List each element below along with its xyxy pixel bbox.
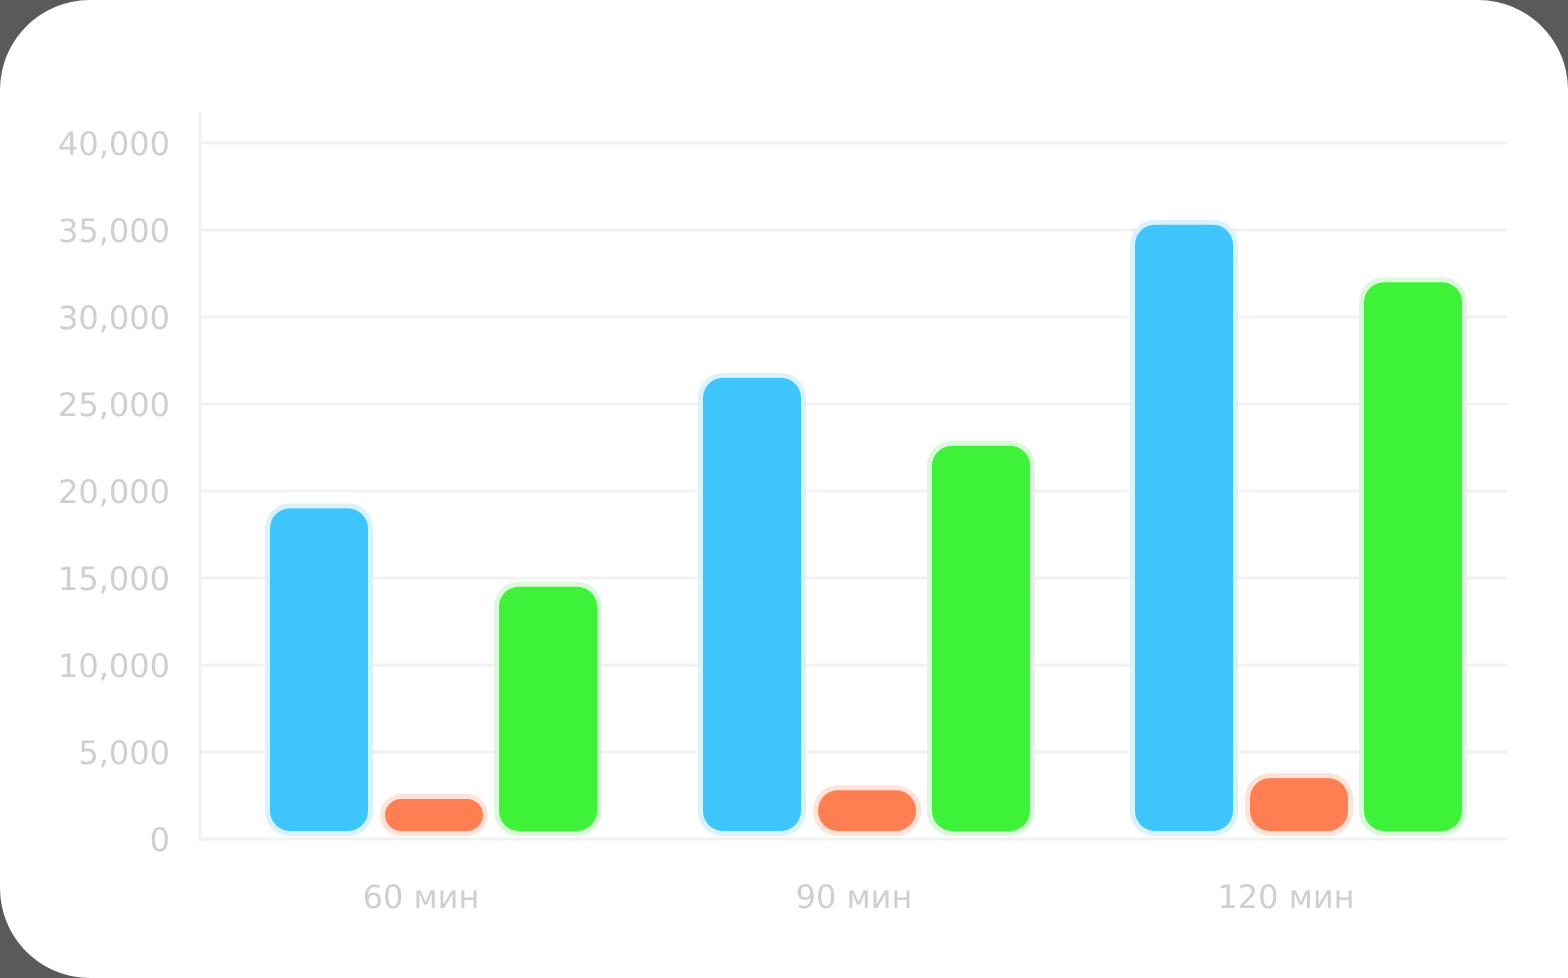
- y-tick-label: 25,000: [58, 386, 170, 424]
- y-tick-label: 0: [150, 821, 170, 859]
- bar: [1364, 282, 1462, 831]
- grid-lines: [198, 112, 1507, 841]
- bar: [932, 445, 1030, 831]
- x-category-label: 60 мин: [363, 878, 480, 916]
- x-category-label: 120 мин: [1217, 878, 1354, 916]
- bar: [818, 790, 916, 831]
- y-tick-label: 35,000: [58, 212, 170, 250]
- bar: [1135, 224, 1233, 831]
- bar: [703, 377, 801, 831]
- y-tick-label: 5,000: [78, 734, 170, 772]
- bar: [1250, 778, 1348, 831]
- y-tick-label: 10,000: [58, 647, 170, 685]
- y-tick-label: 20,000: [58, 473, 170, 511]
- x-axis: 60 мин 90 мин 120 мин: [363, 878, 1355, 916]
- x-category-label: 90 мин: [796, 878, 913, 916]
- y-tick-label: 30,000: [58, 299, 170, 337]
- y-tick-label: 15,000: [58, 560, 170, 598]
- y-axis: 0 5,000 10,000 15,000 20,000 25,000 30,000 35,0…: [58, 125, 170, 859]
- bar: [385, 798, 483, 831]
- bar: [270, 508, 368, 831]
- bar: [499, 586, 597, 831]
- y-tick-label: 40,000: [58, 125, 170, 163]
- bars: [265, 219, 1467, 836]
